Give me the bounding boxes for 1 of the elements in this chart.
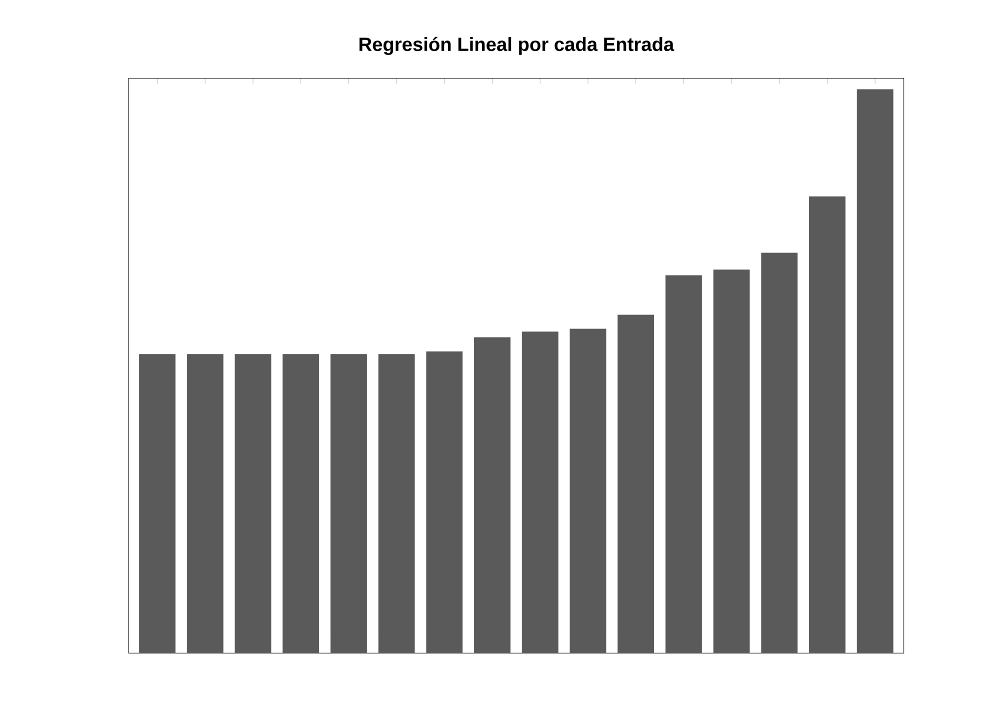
chart-title: Regresión Lineal por cada Entrada	[360, 36, 674, 55]
